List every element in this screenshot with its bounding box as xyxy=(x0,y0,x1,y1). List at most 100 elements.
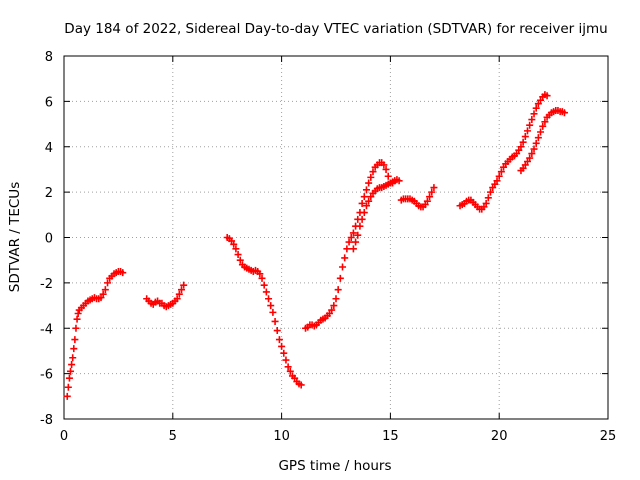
data-point xyxy=(330,302,338,310)
data-point xyxy=(358,215,366,223)
y-tick-label: -4 xyxy=(40,322,53,337)
y-tick-label: 2 xyxy=(45,186,53,201)
data-point xyxy=(362,202,370,210)
data-point xyxy=(284,363,292,371)
data-point xyxy=(178,286,186,294)
data-point xyxy=(72,324,80,332)
data-point xyxy=(358,199,366,207)
data-point xyxy=(365,179,373,187)
series-seg5 xyxy=(349,176,403,253)
data-point xyxy=(362,186,370,194)
y-tick-label: -8 xyxy=(40,413,53,428)
data-point xyxy=(382,165,390,173)
data-point xyxy=(269,308,277,316)
data-point xyxy=(68,361,76,369)
series-seg3 xyxy=(223,234,305,389)
data-point xyxy=(543,92,551,100)
ticks: 0 5 10 15 20 25 -8 -6 -4 -2 0 2 4 6 8 xyxy=(40,50,616,444)
y-axis-label: SDTVAR / TECUs xyxy=(7,182,23,292)
data-point xyxy=(328,306,336,314)
data-point xyxy=(262,288,270,296)
data-point xyxy=(230,240,238,248)
data-point xyxy=(369,168,377,176)
data-point xyxy=(275,336,283,344)
data-point xyxy=(71,336,79,344)
x-tick-label: 5 xyxy=(169,429,177,444)
data-point xyxy=(119,269,127,277)
data-point xyxy=(297,381,305,389)
data-point xyxy=(426,193,434,201)
data-point xyxy=(539,122,547,130)
grid xyxy=(64,56,608,419)
x-tick-label: 15 xyxy=(382,429,399,444)
data-point xyxy=(286,367,294,375)
data-point xyxy=(528,116,536,124)
data-point xyxy=(532,139,540,147)
data-point xyxy=(70,345,78,353)
data-point xyxy=(267,302,275,310)
data-point xyxy=(271,317,279,325)
data-point xyxy=(352,238,360,246)
data-point xyxy=(493,177,501,185)
data-point xyxy=(175,290,183,298)
series-seg2 xyxy=(143,281,188,311)
data-point xyxy=(173,295,181,303)
data-point xyxy=(430,184,438,192)
data-point xyxy=(523,127,531,135)
y-tick-label: 0 xyxy=(45,232,53,247)
data-point xyxy=(332,295,340,303)
data-point xyxy=(282,356,290,364)
data-point xyxy=(74,310,82,318)
y-tick-label: -6 xyxy=(40,368,53,383)
y-tick-label: -2 xyxy=(40,277,53,292)
x-tick-label: 10 xyxy=(273,429,290,444)
data-point xyxy=(530,145,538,153)
data-point xyxy=(347,234,355,241)
data-point xyxy=(497,168,505,176)
data-point xyxy=(521,133,529,141)
data-point xyxy=(341,254,349,262)
series-seg1 xyxy=(63,268,127,400)
data-point xyxy=(65,374,73,382)
data-point xyxy=(486,188,494,196)
y-tick-label: 4 xyxy=(45,141,53,156)
data-point xyxy=(63,392,71,400)
series-seg8 xyxy=(517,106,568,175)
data-point xyxy=(482,199,490,207)
data-point xyxy=(343,245,351,253)
data-point xyxy=(367,173,375,181)
data-point xyxy=(336,274,344,282)
data-point xyxy=(519,138,527,146)
y-tick-label: 6 xyxy=(45,95,53,110)
data-point xyxy=(104,279,112,287)
data-point xyxy=(67,367,75,375)
data-point xyxy=(360,209,368,217)
data-point xyxy=(69,354,77,362)
data-point xyxy=(532,104,540,112)
data-point xyxy=(334,286,342,294)
y-tick-label: 8 xyxy=(45,50,53,65)
data-point xyxy=(64,383,72,391)
data-point xyxy=(395,177,403,185)
data-point xyxy=(526,121,534,129)
data-point xyxy=(180,281,188,289)
data-point xyxy=(234,251,242,259)
data-point xyxy=(360,193,368,201)
x-tick-label: 0 xyxy=(60,429,68,444)
data-point xyxy=(236,256,244,264)
data-point xyxy=(345,238,353,246)
x-axis-label: GPS time / hours xyxy=(278,458,391,474)
series-seg6 xyxy=(397,184,438,211)
data-point xyxy=(380,161,388,169)
data-point xyxy=(278,342,286,350)
data-point xyxy=(260,281,268,289)
plot-frame xyxy=(63,55,609,420)
data-point xyxy=(530,110,538,118)
data-point xyxy=(258,274,266,282)
data-point xyxy=(99,290,107,298)
data-point xyxy=(101,286,109,294)
data-point xyxy=(365,197,373,205)
data-point xyxy=(349,229,357,237)
data-point xyxy=(423,197,431,205)
